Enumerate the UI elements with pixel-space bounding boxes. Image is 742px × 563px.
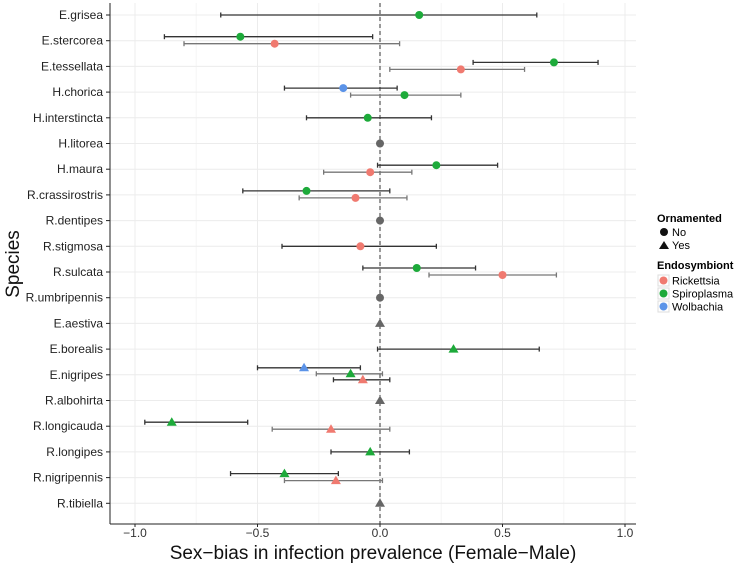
point-rickettsia bbox=[456, 65, 465, 74]
legend-circle-icon bbox=[660, 228, 668, 236]
y-tick-label: R.longicauda bbox=[33, 419, 103, 433]
error-bar bbox=[220, 12, 538, 18]
error-bar bbox=[242, 188, 391, 194]
point-spiroplasma bbox=[448, 344, 459, 353]
point-rickettsia bbox=[356, 242, 365, 251]
point-spiroplasma bbox=[363, 113, 372, 122]
error-bar bbox=[163, 34, 374, 40]
legend-shape-title: Ornamented bbox=[657, 213, 722, 225]
y-tick-label: H.litorea bbox=[58, 137, 103, 151]
x-axis-label: Sex−bias in infection prevalence (Female… bbox=[170, 543, 577, 563]
legend-color-label: Rickettsia bbox=[672, 276, 721, 288]
point-rickettsia bbox=[330, 475, 341, 485]
point-none bbox=[376, 139, 384, 148]
point-spiroplasma bbox=[549, 58, 558, 67]
y-tick-label: E.tessellata bbox=[41, 59, 103, 73]
y-tick-label: E.nigripes bbox=[50, 368, 103, 382]
legend-shape-no: No bbox=[672, 227, 686, 239]
y-tick-label: R.stigmosa bbox=[43, 239, 103, 253]
point-spiroplasma bbox=[365, 446, 376, 456]
point-none bbox=[375, 395, 385, 404]
y-tick-label: R.crassirostris bbox=[27, 188, 103, 202]
point-spiroplasma bbox=[345, 368, 356, 378]
point-none bbox=[376, 216, 384, 225]
x-tick-label: −1.0 bbox=[123, 526, 147, 540]
y-tick-label: R.longipes bbox=[46, 445, 103, 459]
point-none bbox=[375, 318, 385, 327]
y-tick-label: E.aestiva bbox=[54, 316, 104, 330]
x-tick-label: 1.0 bbox=[617, 526, 634, 540]
point-rickettsia bbox=[366, 168, 375, 177]
point-wolbachia bbox=[339, 84, 348, 93]
y-tick-label: R.tibiella bbox=[57, 496, 103, 510]
legend-color-label: Spiroplasma bbox=[672, 289, 734, 301]
y-tick-label: R.sulcata bbox=[53, 265, 103, 279]
y-tick-label: H.maura bbox=[57, 162, 103, 176]
y-tick-label: R.albohirta bbox=[45, 394, 103, 408]
point-none bbox=[376, 293, 384, 302]
point-rickettsia bbox=[498, 271, 507, 279]
legend-color-label: Wolbachia bbox=[672, 302, 724, 314]
y-axis-label: Species bbox=[3, 230, 24, 298]
y-tick-label: E.stercorea bbox=[42, 34, 104, 48]
point-wolbachia bbox=[299, 362, 310, 372]
legend-color-swatch bbox=[659, 302, 668, 311]
point-spiroplasma bbox=[302, 186, 311, 195]
y-tick-label: E.grisea bbox=[59, 8, 103, 22]
legend-color-swatch bbox=[659, 276, 668, 285]
y-tick-label: R.nigripennis bbox=[33, 471, 103, 485]
point-spiroplasma bbox=[166, 417, 177, 426]
legend-triangle-icon bbox=[659, 241, 669, 249]
point-rickettsia bbox=[326, 424, 336, 433]
error-bar bbox=[472, 59, 599, 65]
y-tick-label: E.borealis bbox=[50, 342, 103, 356]
legend-color-swatch bbox=[659, 289, 668, 298]
point-rickettsia bbox=[357, 374, 368, 384]
point-spiroplasma bbox=[236, 32, 245, 41]
error-bar bbox=[144, 419, 249, 425]
point-spiroplasma bbox=[415, 11, 424, 19]
grid bbox=[110, 3, 636, 524]
x-tick-label: 0.0 bbox=[372, 526, 389, 540]
legend-color-title: Endosymbiont bbox=[657, 260, 734, 272]
data-marks bbox=[144, 11, 599, 507]
error-bar bbox=[256, 365, 362, 371]
y-tick-labels: E.grisea E.stercorea E.tessellata H.chorica… bbox=[26, 8, 110, 510]
legend-shape-yes: Yes bbox=[672, 240, 690, 252]
error-bar bbox=[183, 41, 401, 47]
point-spiroplasma bbox=[400, 91, 409, 100]
x-tick-label: 0.5 bbox=[494, 526, 511, 540]
error-bar bbox=[428, 272, 558, 278]
y-tick-label: H.chorica bbox=[52, 85, 103, 99]
point-none bbox=[375, 498, 385, 507]
error-bar bbox=[376, 346, 540, 352]
point-rickettsia bbox=[270, 39, 279, 48]
y-tick-label: R.umbripennis bbox=[26, 291, 103, 305]
y-tick-label: R.dentipes bbox=[46, 214, 103, 228]
x-tick-labels: −1.0 −0.5 0.0 0.5 1.0 bbox=[123, 524, 634, 540]
point-spiroplasma bbox=[432, 161, 441, 170]
x-tick-label: −0.5 bbox=[246, 526, 270, 540]
legend: Ornamented No Yes Endosymbiont Rickettsi… bbox=[657, 213, 734, 314]
point-spiroplasma bbox=[412, 264, 421, 272]
point-rickettsia bbox=[351, 193, 360, 202]
point-spiroplasma bbox=[279, 468, 290, 478]
y-tick-label: H.interstincta bbox=[33, 111, 103, 125]
